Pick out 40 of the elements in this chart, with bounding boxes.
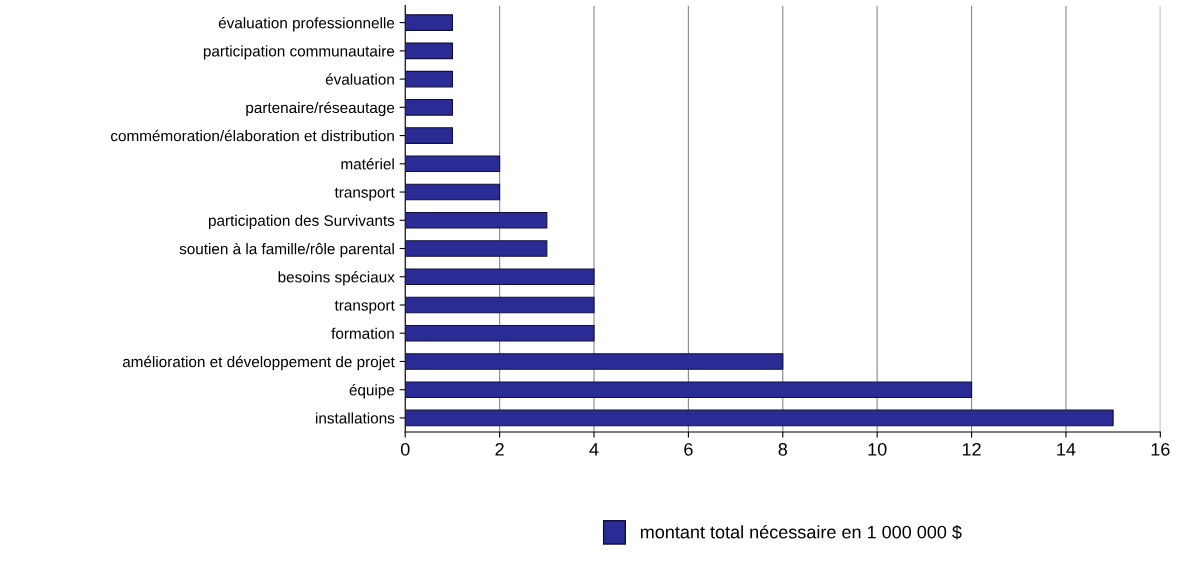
- x-tick-label: 2: [495, 442, 504, 456]
- y-tick-label: besoins spéciaux: [278, 271, 395, 286]
- x-tick-label: 6: [684, 442, 693, 456]
- y-tick-label: transport: [334, 187, 395, 201]
- bar: [405, 99, 453, 116]
- y-tick-label: participation des Survivants: [208, 214, 395, 229]
- bar: [405, 296, 595, 314]
- y-tick-label: soutien à la famille/rôle parental: [179, 242, 394, 258]
- x-tick-label: 8: [778, 442, 788, 456]
- y-tick-label: participation communautaire: [203, 45, 395, 60]
- y-tick-label: équipe: [349, 384, 395, 399]
- y-tick-label: matériel: [341, 158, 394, 170]
- bar: [405, 324, 595, 342]
- y-tick-label: amélioration et développement de projet: [122, 355, 395, 371]
- y-tick-label: formation: [331, 327, 394, 339]
- y-tick-label: commémoration/élaboration et distribution: [111, 129, 394, 142]
- y-tick-label: partenaire/réseautage: [246, 101, 395, 117]
- x-tick-label: 0: [400, 442, 410, 456]
- x-tick-label: 4: [589, 443, 599, 456]
- bar: [405, 268, 595, 286]
- bar: [405, 70, 453, 88]
- bar: [405, 14, 453, 31]
- x-tick-label: 14: [1057, 443, 1076, 456]
- x-tick-label: 16: [1151, 442, 1170, 456]
- bar: [405, 353, 784, 370]
- bar: [405, 183, 501, 201]
- bar: [405, 155, 501, 173]
- x-tick-label: 12: [962, 442, 981, 456]
- x-tick-label: 10: [868, 442, 887, 456]
- bar: [405, 381, 973, 399]
- y-tick-label: évaluation: [325, 73, 394, 85]
- y-tick-label: évaluation professionnelle: [218, 16, 395, 32]
- bar: [405, 42, 453, 60]
- y-tick-label: transport: [334, 300, 395, 314]
- bar: [405, 127, 453, 144]
- y-tick-label: installations: [316, 412, 395, 424]
- bar: [405, 409, 1114, 427]
- bar: [405, 211, 548, 229]
- legend-label: montant total nécessaire en 1 000 000 $: [640, 524, 962, 540]
- bar: [405, 240, 548, 257]
